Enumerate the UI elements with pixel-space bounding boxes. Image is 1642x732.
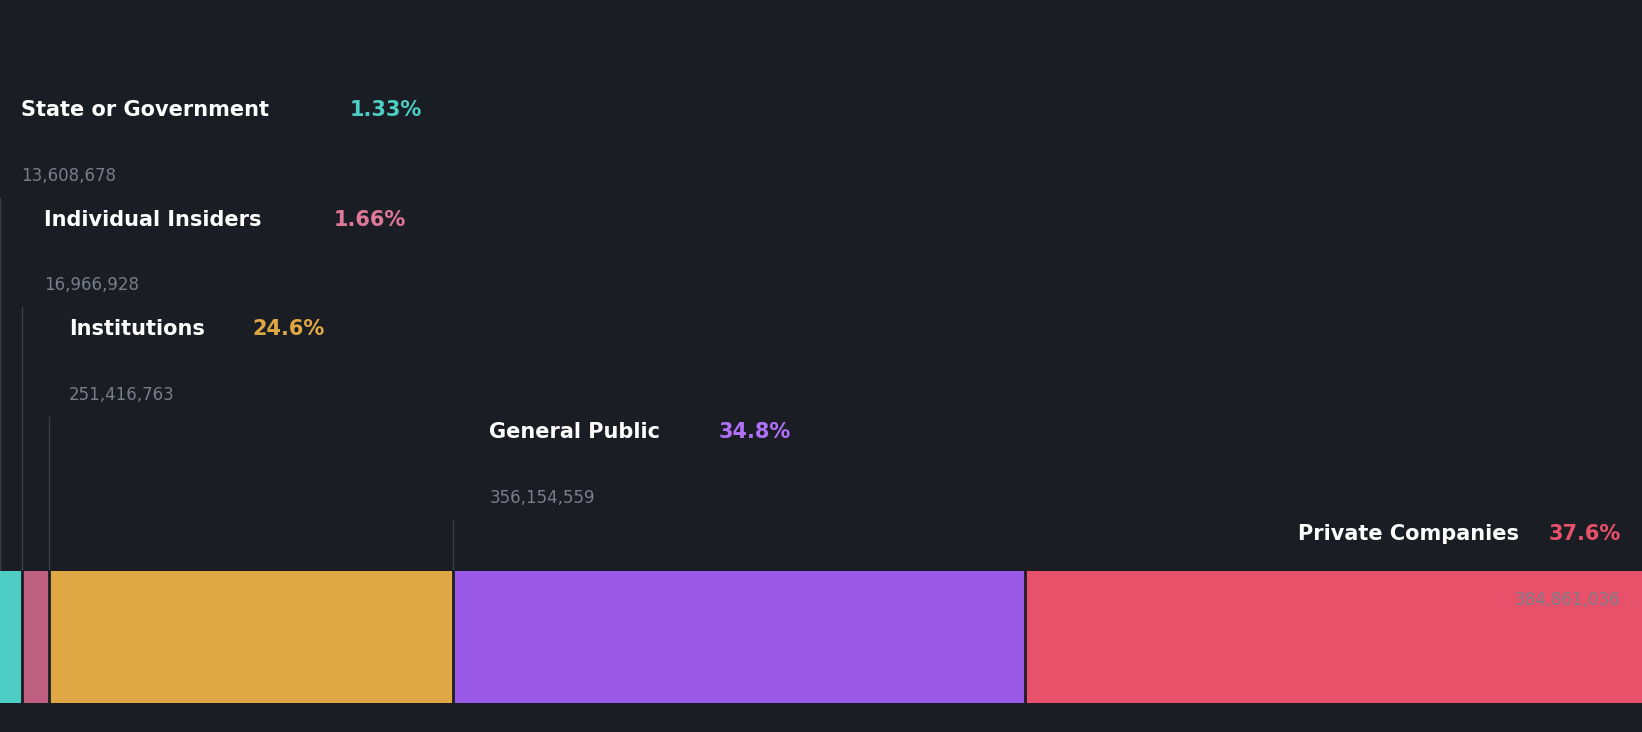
Text: 34.8%: 34.8%: [718, 422, 790, 442]
Text: 24.6%: 24.6%: [253, 319, 325, 340]
Bar: [49, 571, 453, 703]
Bar: [21, 571, 49, 703]
Text: Individual Insiders: Individual Insiders: [44, 209, 261, 230]
Text: State or Government: State or Government: [21, 100, 269, 120]
Text: General Public: General Public: [489, 422, 660, 442]
Text: 251,416,763: 251,416,763: [69, 386, 174, 404]
Text: 16,966,928: 16,966,928: [44, 277, 140, 294]
Text: Institutions: Institutions: [69, 319, 205, 340]
Text: 384,861,036: 384,861,036: [1516, 591, 1621, 609]
Text: 1.33%: 1.33%: [350, 100, 422, 120]
Text: 13,608,678: 13,608,678: [21, 167, 117, 184]
Text: 356,154,559: 356,154,559: [489, 489, 594, 507]
Text: Private Companies: Private Companies: [1299, 524, 1519, 545]
Bar: [0, 571, 21, 703]
Text: 1.66%: 1.66%: [333, 209, 406, 230]
Bar: [1025, 571, 1642, 703]
Bar: [453, 571, 1025, 703]
Text: 37.6%: 37.6%: [1548, 524, 1621, 545]
